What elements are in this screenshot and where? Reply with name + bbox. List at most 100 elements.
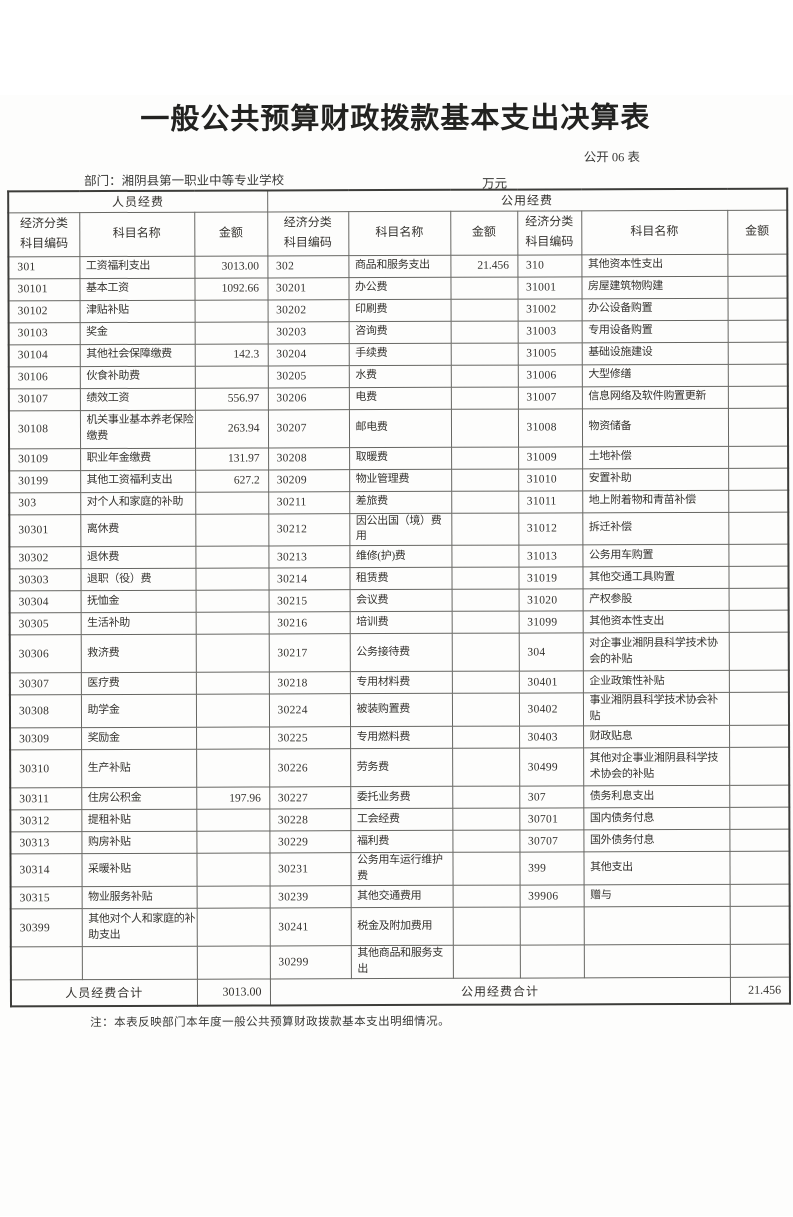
amount-cell	[196, 946, 270, 980]
code-cell: 30225	[269, 726, 351, 750]
name-cell: 商品和服务支出	[348, 254, 451, 278]
code-cell: 30227	[269, 786, 351, 810]
name-cell: 地上附着物和青苗补偿	[582, 489, 729, 513]
table-row: 30101 基本工资 1092.66 30201 办公费 31001 房屋建筑物购建	[8, 275, 788, 301]
amount-cell	[452, 852, 520, 886]
amount-cell	[452, 786, 520, 809]
amount-cell	[728, 489, 789, 512]
amount-cell	[727, 253, 788, 276]
name-cell: 退休费	[80, 546, 196, 569]
name-cell: 购房补贴	[81, 831, 197, 854]
table-row: 30302 退休费 30213 维修(护)费 31013 公务用车购置	[9, 544, 789, 570]
amount-cell	[196, 809, 270, 832]
code-cell: 30312	[10, 809, 82, 833]
public-total-amount: 21.456	[729, 977, 791, 1004]
name-cell: 会议费	[349, 589, 452, 613]
personnel-total-amount: 3013.00	[196, 978, 271, 1006]
group-header-personnel: 人员经费	[8, 190, 268, 213]
amount-cell	[727, 297, 788, 320]
name-cell: 对个人和家庭的补助	[80, 491, 196, 515]
name-cell: 住房公积金	[81, 787, 197, 810]
name-cell: 其他社会保障缴费	[79, 343, 195, 367]
name-cell: 办公费	[348, 276, 451, 300]
col-header-amount: 金额	[194, 211, 268, 256]
code-cell: 31006	[517, 364, 582, 387]
code-cell: 30211	[268, 491, 350, 514]
name-cell: 抚恤金	[80, 590, 196, 613]
name-cell: 租赁费	[349, 567, 452, 591]
name-cell: 专用燃料费	[350, 726, 453, 749]
name-cell: 安置补助	[582, 467, 729, 491]
table-row: 303 对个人和家庭的补助 30211 差旅费 31011 地上附着物和青苗补偿	[9, 489, 789, 515]
amount-cell	[729, 906, 790, 945]
name-cell: 其他商品和服务支出	[350, 945, 453, 979]
table-row: 30102 津贴补贴 30202 印刷费 31002 办公设备购置	[8, 297, 788, 323]
code-cell: 30108	[8, 410, 81, 449]
table-row: 30107 绩效工资 556.97 30206 电费 31007 信息网络及软件购置更新	[8, 385, 789, 411]
name-cell: 福利费	[350, 830, 453, 853]
code-cell: 31012	[518, 512, 583, 546]
table-row: 30313 购房补贴 30229 福利费 30707 国外债务付息	[10, 829, 790, 855]
amount-cell	[451, 567, 519, 590]
name-cell: 救济费	[80, 634, 196, 673]
amount-cell	[729, 944, 791, 978]
code-cell: 302	[267, 255, 349, 278]
code-cell: 30214	[268, 568, 350, 591]
name-cell: 大型修缮	[581, 363, 728, 387]
table-row: 30104 其他社会保障缴费 142.3 30204 手续费 31005 基础设施建设	[8, 341, 788, 367]
code-cell: 30241	[269, 907, 351, 947]
form-number: 公开 06 表	[583, 150, 641, 165]
code-cell: 30107	[8, 388, 80, 411]
code-cell: 30224	[268, 694, 351, 728]
code-cell: 31007	[517, 386, 582, 409]
amount-cell	[450, 364, 518, 387]
table-row: 30199 其他工资福利支出 627.2 30209 物业管理费 31010 安置补助	[9, 467, 789, 493]
amount-cell	[728, 511, 789, 545]
name-cell: 其他交通工具购置	[582, 566, 729, 590]
code-cell: 30313	[10, 831, 82, 855]
amount-cell	[194, 365, 268, 388]
code-cell: 30106	[8, 366, 80, 389]
col-header-amount: 金额	[450, 210, 518, 255]
code-cell: 30401	[518, 671, 583, 694]
amount-cell	[194, 321, 268, 344]
code-cell: 30311	[10, 787, 82, 811]
code-cell: 30102	[8, 300, 80, 323]
code-cell: 30403	[519, 726, 584, 749]
col-header-name: 科目名称	[79, 211, 195, 257]
amount-cell	[729, 725, 790, 748]
name-cell: 伙食补助费	[79, 365, 195, 389]
name-cell: 劳务费	[350, 748, 453, 787]
amount-cell	[195, 491, 269, 514]
name-cell: 因公出国（境）费用	[349, 512, 452, 547]
code-cell: 31009	[518, 446, 583, 469]
code-cell: 30305	[9, 612, 81, 636]
amount-cell	[729, 851, 790, 885]
name-cell: 其他交通费用	[350, 885, 453, 908]
public-total-label: 公用经费合计	[269, 977, 731, 1005]
col-header-name: 科目名称	[581, 209, 728, 255]
amount-cell	[195, 590, 269, 613]
footnote: 注：本表反映部门本年度一般公共预算财政拨款基本支出明细情况。	[90, 1015, 451, 1029]
code-cell: 31099	[518, 611, 583, 634]
name-cell: 采暖补贴	[81, 853, 197, 887]
code-cell	[10, 946, 82, 980]
name-cell: 办公设备购置	[581, 297, 728, 321]
table-row: 30305 生活补助 30216 培训费 31099 其他资本性支出	[9, 610, 789, 636]
name-cell: 提租补贴	[81, 809, 197, 832]
table-row: 30103 奖金 30203 咨询费 31003 专用设备购置	[8, 319, 788, 345]
name-cell: 其他工资福利支出	[80, 469, 196, 493]
code-cell: 304	[518, 633, 583, 672]
table-row: 30399 其他对个人和家庭的补助支出 30241 税金及附加费用	[10, 906, 790, 947]
amount-cell	[452, 885, 520, 908]
name-cell: 对企事业湘阴县科学技术协会的补贴	[582, 632, 729, 672]
code-cell: 30306	[9, 634, 81, 674]
table-row: 30109 职业年金缴费 131.97 30208 取暖费 31009 土地补偿	[9, 445, 789, 471]
name-cell: 基本工资	[79, 277, 195, 301]
amount-cell	[195, 694, 270, 728]
name-cell: 其他对企事业湘阴县科学技术协会的补贴	[583, 747, 730, 787]
code-cell: 30299	[269, 945, 351, 979]
table-row: 30299 其他商品和服务支出	[10, 944, 791, 980]
code-cell: 30301	[9, 514, 81, 548]
code-cell: 30203	[267, 321, 349, 344]
